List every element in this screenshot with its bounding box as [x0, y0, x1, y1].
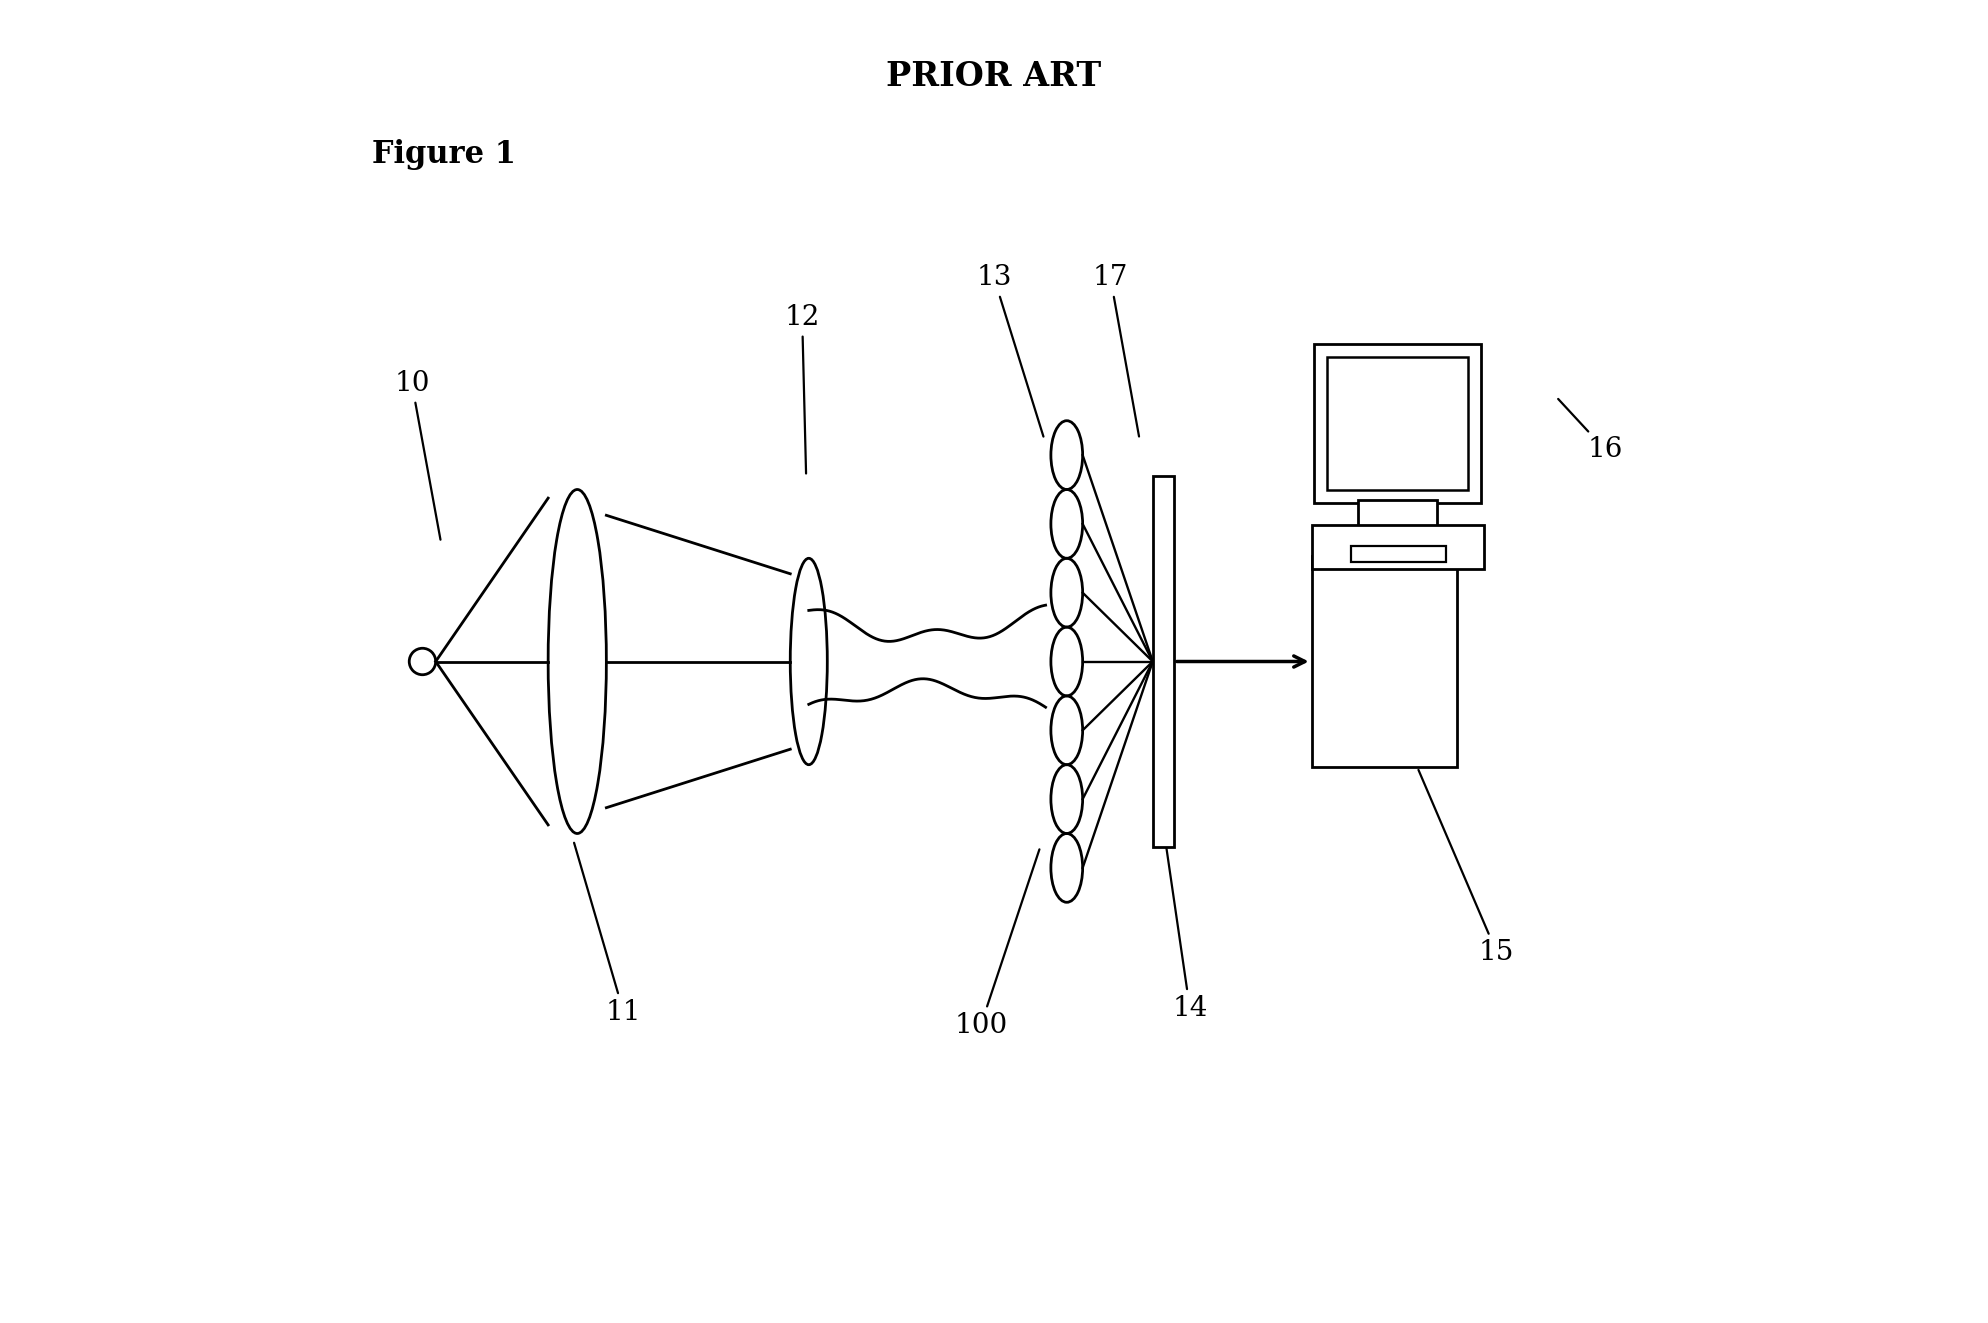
Text: 12: 12	[785, 304, 819, 474]
Text: 11: 11	[575, 843, 642, 1025]
Bar	[1352, 546, 1447, 562]
Text: 100: 100	[954, 849, 1040, 1039]
Text: PRIOR ART: PRIOR ART	[887, 60, 1101, 93]
Text: 17: 17	[1093, 265, 1139, 437]
Bar	[1314, 344, 1481, 503]
Text: Figure 1: Figure 1	[372, 139, 517, 169]
Text: 13: 13	[976, 265, 1044, 437]
Bar	[1328, 357, 1467, 490]
Bar	[1358, 500, 1437, 529]
Bar	[1312, 556, 1457, 767]
Bar	[1153, 476, 1175, 847]
Text: 15: 15	[1419, 770, 1515, 966]
Text: 16: 16	[1559, 400, 1622, 463]
Bar	[1312, 525, 1483, 569]
Text: 10: 10	[394, 370, 441, 540]
Text: 14: 14	[1163, 830, 1207, 1021]
